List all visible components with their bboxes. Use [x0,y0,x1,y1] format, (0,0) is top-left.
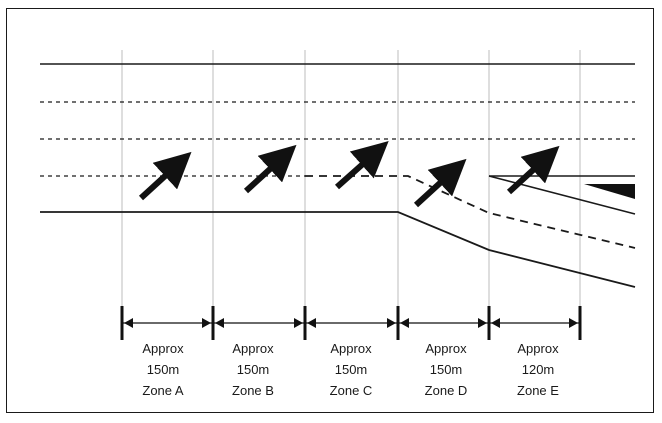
zone-a-approx: Approx [142,341,184,356]
zone-guide-lines [121,50,581,330]
zone-label-d: Approx 150m Zone D [425,341,468,398]
bottom-road-edge [40,211,636,288]
zone-labels: Approx 150m Zone A Approx 150m Zone B Ap… [142,341,559,398]
zone-label-a: Approx 150m Zone A [142,341,184,398]
zone-c-distance: 150m [335,362,368,377]
zone-c-name: Zone C [330,383,373,398]
zone-d-approx: Approx [425,341,467,356]
arrow-zone-a [138,151,192,201]
arrow-zone-b [243,144,297,194]
zone-e-distance: 120m [522,362,555,377]
zone-b-name: Zone B [232,383,274,398]
arrow-zone-e [506,145,560,195]
zone-label-b: Approx 150m Zone B [232,341,274,398]
zone-c-approx: Approx [330,341,372,356]
arrow-zone-c [335,141,389,190]
zone-d-name: Zone D [425,383,468,398]
zone-e-approx: Approx [517,341,559,356]
road-lines [40,63,636,288]
direction-arrows [138,141,560,208]
zone-e-name: Zone E [517,383,559,398]
dimension-line [120,306,582,340]
diagram-frame [6,8,654,413]
zone-label-e: Approx 120m Zone E [517,341,559,398]
taper-wedge [584,184,635,199]
merge-lane-taper [488,175,636,215]
zone-b-approx: Approx [232,341,274,356]
zone-a-name: Zone A [142,383,184,398]
zone-d-distance: 150m [430,362,463,377]
arrow-zone-d [413,158,467,208]
zone-a-distance: 150m [147,362,180,377]
zone-b-distance: 150m [237,362,270,377]
zone-label-c: Approx 150m Zone C [330,341,373,398]
